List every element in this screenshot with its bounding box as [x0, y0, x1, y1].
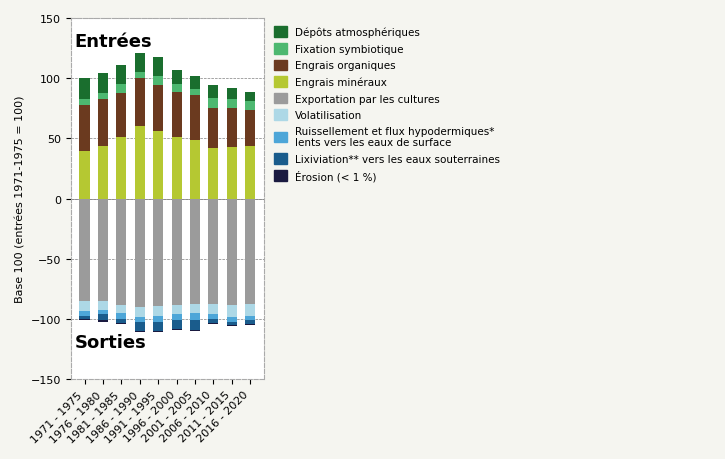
Bar	[227, 100, 237, 109]
Bar	[135, 79, 145, 127]
Bar	[172, 138, 182, 199]
Bar	[80, 151, 90, 199]
Bar	[98, 310, 108, 315]
Bar	[190, 199, 200, 304]
Bar	[190, 304, 200, 313]
Bar	[80, 100, 90, 106]
Bar	[245, 146, 255, 199]
Y-axis label: Base 100 (entrées 1971-1975 = 100): Base 100 (entrées 1971-1975 = 100)	[15, 96, 25, 303]
Bar	[190, 90, 200, 96]
Bar	[153, 86, 163, 132]
Bar	[80, 79, 90, 100]
Bar	[98, 74, 108, 94]
Bar	[80, 302, 90, 311]
Bar	[80, 311, 90, 316]
Bar	[227, 317, 237, 322]
Bar	[153, 306, 163, 316]
Bar	[153, 199, 163, 306]
Bar	[98, 321, 108, 322]
Bar	[227, 89, 237, 100]
Bar	[80, 199, 90, 302]
Bar	[208, 86, 218, 98]
Bar	[116, 138, 126, 199]
Bar	[245, 102, 255, 110]
Bar	[153, 57, 163, 77]
Bar	[116, 66, 126, 85]
Bar	[208, 109, 218, 149]
Bar	[190, 313, 200, 321]
Bar	[153, 322, 163, 331]
Bar	[208, 319, 218, 323]
Bar	[98, 199, 108, 302]
Bar	[135, 308, 145, 317]
Bar	[80, 106, 90, 151]
Bar	[172, 329, 182, 330]
Bar	[208, 323, 218, 325]
Bar	[135, 73, 145, 79]
Bar	[190, 321, 200, 330]
Bar	[135, 317, 145, 322]
Bar	[245, 199, 255, 304]
Bar	[135, 54, 145, 73]
Bar	[116, 199, 126, 305]
Bar	[153, 132, 163, 199]
Bar	[227, 325, 237, 327]
Bar	[208, 98, 218, 109]
Bar	[116, 94, 126, 138]
Bar	[153, 316, 163, 322]
Bar	[172, 71, 182, 85]
Bar	[116, 313, 126, 319]
Bar	[80, 316, 90, 319]
Bar	[98, 302, 108, 310]
Bar	[135, 127, 145, 199]
Bar	[190, 140, 200, 199]
Bar	[227, 148, 237, 199]
Bar	[245, 110, 255, 146]
Bar	[245, 316, 255, 321]
Bar	[172, 199, 182, 305]
Bar	[135, 331, 145, 333]
Legend: Dépôts atmosphériques, Fixation symbiotique, Engrais organiques, Engrais minérau: Dépôts atmosphériques, Fixation symbioti…	[271, 24, 503, 185]
Bar	[190, 330, 200, 331]
Bar	[190, 96, 200, 140]
Bar	[116, 323, 126, 325]
Bar	[80, 319, 90, 321]
Bar	[98, 94, 108, 100]
Bar	[227, 109, 237, 148]
Bar	[227, 322, 237, 325]
Bar	[245, 304, 255, 316]
Bar	[227, 199, 237, 305]
Bar	[208, 199, 218, 304]
Bar	[208, 315, 218, 319]
Bar	[172, 92, 182, 138]
Bar	[98, 100, 108, 146]
Bar	[135, 199, 145, 308]
Bar	[153, 331, 163, 333]
Bar	[172, 315, 182, 321]
Bar	[245, 321, 255, 325]
Bar	[208, 304, 218, 315]
Bar	[172, 321, 182, 329]
Bar	[208, 149, 218, 199]
Bar	[227, 305, 237, 317]
Bar	[172, 305, 182, 315]
Bar	[153, 77, 163, 86]
Bar	[98, 315, 108, 321]
Bar	[98, 146, 108, 199]
Bar	[172, 85, 182, 92]
Bar	[116, 319, 126, 323]
Bar	[190, 77, 200, 90]
Bar	[116, 85, 126, 94]
Text: Sorties: Sorties	[75, 333, 146, 351]
Bar	[116, 305, 126, 313]
Bar	[245, 92, 255, 102]
Text: Entrées: Entrées	[75, 34, 152, 51]
Bar	[135, 322, 145, 331]
